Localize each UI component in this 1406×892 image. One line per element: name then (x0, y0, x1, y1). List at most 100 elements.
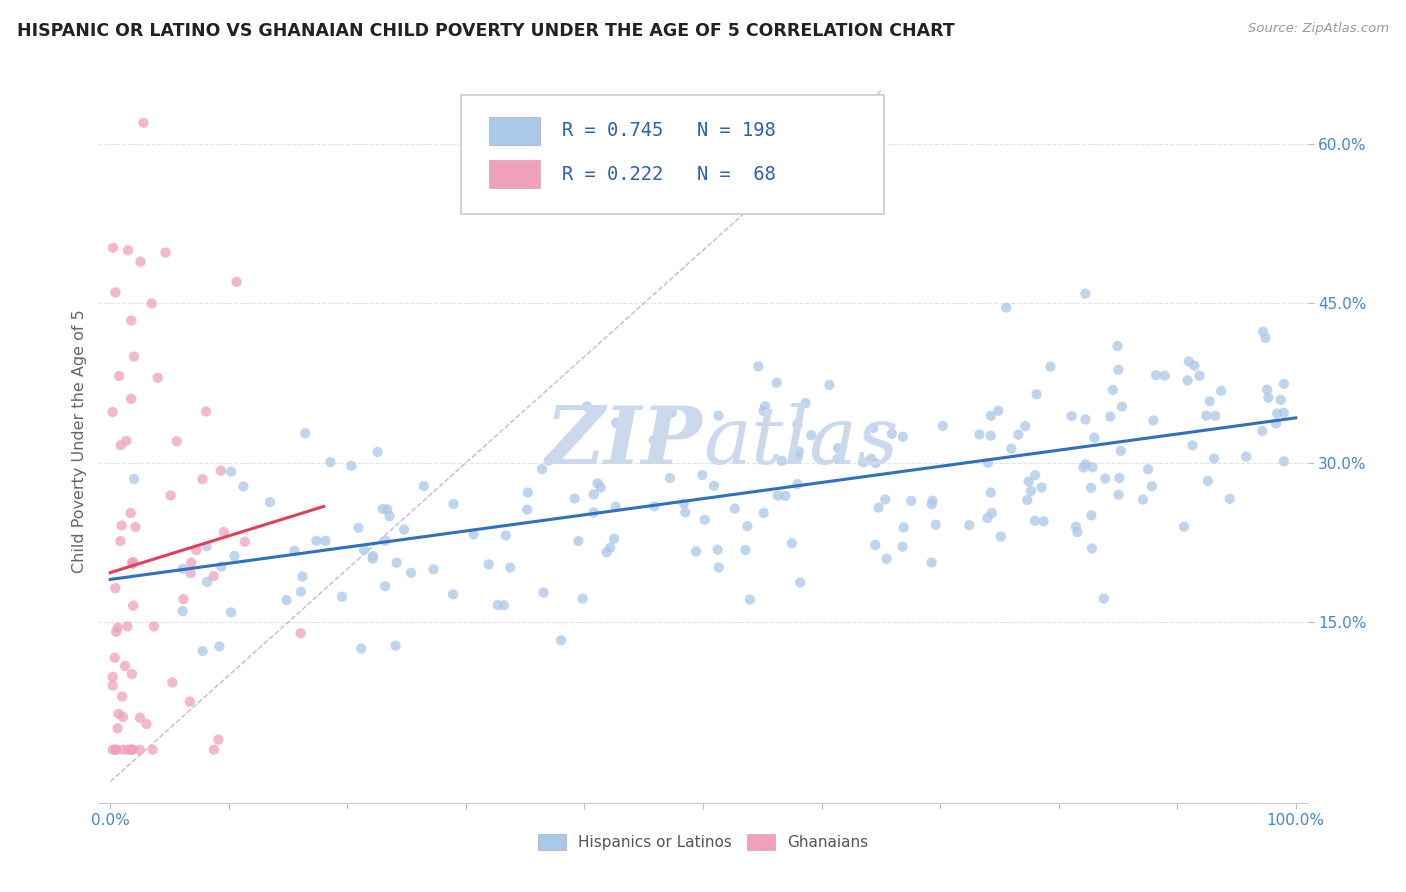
Point (104, 650, 127, 665)
Point (495, 528, 517, 542)
Point (582, 505, 605, 519)
Point (673, 505, 696, 519)
Point (900, 493, 922, 508)
Point (155, 245, 177, 260)
Point (1109, 444, 1132, 458)
Text: R = 0.745   N = 198: R = 0.745 N = 198 (561, 121, 775, 140)
Point (276, 593, 298, 607)
Point (977, 456, 1000, 470)
Point (121, 742, 143, 756)
Point (385, 556, 408, 570)
Text: ZIP: ZIP (546, 403, 703, 480)
Point (1019, 483, 1042, 498)
Point (108, 369, 131, 384)
Point (101, 405, 124, 419)
Point (340, 458, 363, 473)
Point (1257, 391, 1279, 405)
Point (706, 542, 728, 557)
Point (1017, 492, 1039, 507)
Point (1153, 368, 1175, 383)
Point (180, 556, 202, 570)
Point (110, 518, 132, 533)
Point (135, 717, 157, 731)
Point (1074, 458, 1097, 472)
Point (347, 521, 370, 535)
Point (107, 721, 129, 735)
Point (1234, 450, 1257, 464)
Point (1256, 383, 1278, 397)
Point (172, 562, 194, 576)
Point (865, 456, 887, 470)
Point (375, 502, 398, 516)
Point (1219, 491, 1241, 506)
Point (166, 434, 188, 449)
Point (603, 532, 626, 546)
Point (191, 472, 214, 486)
Point (685, 544, 707, 558)
Point (932, 418, 955, 433)
Point (564, 491, 586, 506)
Point (891, 430, 914, 444)
Point (195, 539, 218, 553)
Point (827, 441, 849, 455)
Bar (489, 161, 540, 188)
Point (643, 434, 665, 448)
Point (980, 485, 1002, 500)
Point (232, 479, 254, 493)
Point (492, 598, 515, 612)
Point (1108, 488, 1130, 502)
Point (703, 479, 725, 493)
Point (463, 527, 485, 541)
Point (707, 560, 730, 574)
Point (172, 604, 194, 618)
Legend: Hispanics or Latinos, Ghanaians: Hispanics or Latinos, Ghanaians (531, 829, 875, 856)
Point (290, 584, 312, 599)
Point (692, 468, 714, 483)
Point (1251, 424, 1274, 438)
Point (595, 545, 617, 559)
Point (1092, 591, 1115, 606)
Point (1064, 519, 1087, 533)
Point (319, 455, 342, 469)
Point (1181, 438, 1204, 452)
Point (747, 359, 769, 374)
Point (305, 533, 328, 548)
Point (186, 543, 208, 558)
Point (672, 496, 695, 510)
Point (117, 619, 139, 633)
Point (1137, 462, 1160, 476)
Point (921, 556, 943, 570)
Point (283, 543, 305, 558)
Point (290, 626, 312, 640)
Point (120, 392, 142, 406)
Point (209, 464, 232, 478)
Point (314, 533, 336, 548)
Point (734, 543, 756, 558)
Point (499, 560, 522, 574)
Point (737, 519, 759, 533)
Point (1254, 331, 1277, 345)
Point (567, 534, 589, 549)
Point (207, 732, 229, 747)
Point (172, 592, 194, 607)
Point (827, 451, 849, 466)
Point (1099, 409, 1122, 424)
Point (478, 558, 501, 572)
Point (179, 694, 201, 708)
Point (1173, 519, 1195, 533)
Point (893, 520, 915, 534)
Point (107, 621, 129, 635)
Point (575, 400, 598, 414)
Point (550, 633, 572, 648)
Point (818, 378, 841, 392)
Point (925, 517, 948, 532)
Point (658, 471, 681, 485)
Point (117, 244, 139, 258)
Point (1083, 431, 1105, 445)
Point (1039, 359, 1062, 374)
Point (486, 598, 509, 612)
Point (589, 481, 612, 495)
Point (120, 313, 142, 327)
Point (111, 690, 134, 704)
Point (219, 606, 242, 620)
